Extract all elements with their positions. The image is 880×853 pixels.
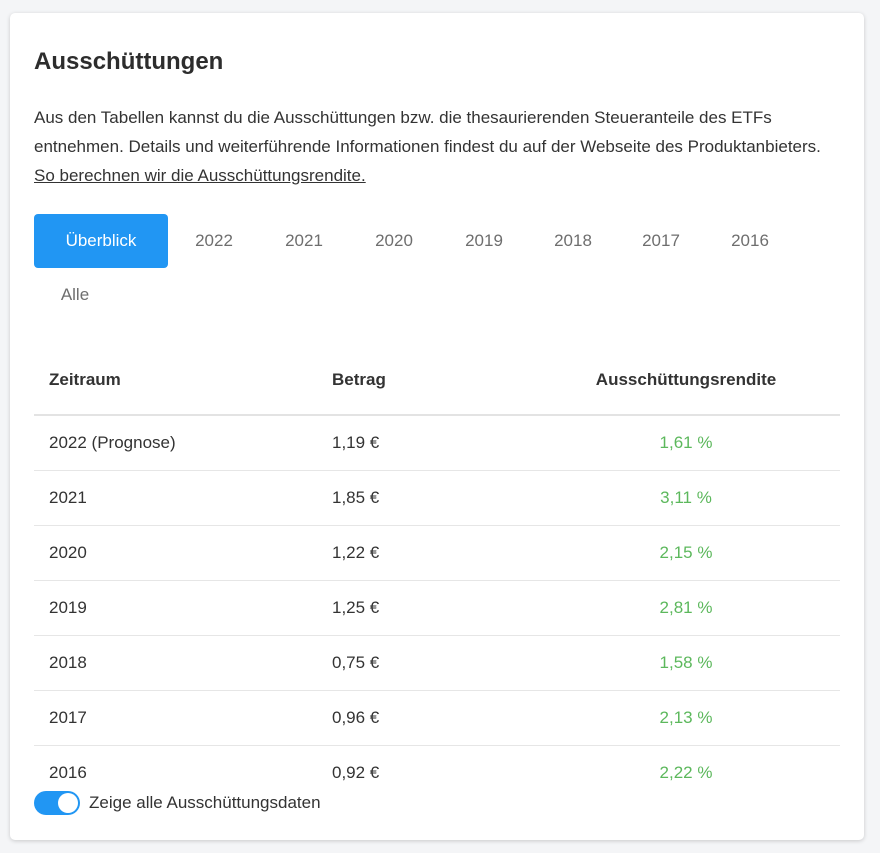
period-cell: 2022 (Prognose) — [34, 415, 332, 471]
show-all-toggle-row: Zeige alle Ausschüttungsdaten — [34, 790, 321, 816]
period-cell: 2019 — [34, 580, 332, 636]
tab-2018[interactable]: 2018 — [554, 231, 592, 250]
tab-overview[interactable]: Überblick — [34, 214, 168, 268]
yield-calculation-link[interactable]: So berechnen wir die Ausschüttungsrendit… — [34, 166, 366, 185]
column-header-period: Zeitraum — [34, 346, 332, 416]
yield-cell: 2,22 % — [659, 763, 713, 782]
table-row: 2021 1,85 € 3,11 % — [34, 470, 840, 526]
table-row: 2018 0,75 € 1,58 % — [34, 635, 840, 691]
table-row: 2022 (Prognose) 1,19 € 1,61 % — [34, 415, 840, 471]
tab-all[interactable]: Alle — [60, 285, 90, 304]
section-title: Ausschüttungen — [34, 48, 224, 75]
amount-cell: 1,19 € — [332, 415, 532, 471]
distributions-card: Ausschüttungen Aus den Tabellen kannst d… — [10, 13, 864, 840]
table-row: 2020 1,22 € 2,15 % — [34, 525, 840, 581]
column-header-amount: Betrag — [332, 346, 532, 416]
toggle-knob — [58, 793, 78, 813]
period-cell: 2016 — [49, 763, 87, 782]
tab-2021[interactable]: 2021 — [285, 231, 323, 250]
yield-cell: 3,11 % — [532, 470, 840, 526]
table-row: 2017 0,96 € 2,13 % — [34, 690, 840, 746]
period-cell: 2021 — [34, 470, 332, 526]
tab-2019[interactable]: 2019 — [465, 231, 503, 250]
period-cell: 2018 — [34, 635, 332, 691]
amount-cell: 0,75 € — [332, 635, 532, 691]
table-row: 2016 0,92 € 2,22 % — [34, 746, 840, 801]
show-all-toggle[interactable] — [34, 791, 80, 815]
tab-2016[interactable]: 2016 — [731, 231, 769, 250]
table-row: 2019 1,25 € 2,81 % — [34, 580, 840, 636]
amount-cell: 1,25 € — [332, 580, 532, 636]
period-cell: 2017 — [34, 690, 332, 746]
amount-cell: 0,96 € — [332, 690, 532, 746]
period-cell: 2020 — [34, 525, 332, 581]
description-text: Aus den Tabellen kannst du die Ausschütt… — [34, 108, 821, 156]
yield-cell: 2,81 % — [532, 580, 840, 636]
tab-2017[interactable]: 2017 — [642, 231, 680, 250]
amount-cell: 1,22 € — [332, 525, 532, 581]
yield-cell: 2,13 % — [532, 690, 840, 746]
yield-cell: 1,58 % — [532, 635, 840, 691]
table-header-row: Zeitraum Betrag Ausschüttungsrendite — [34, 346, 840, 416]
tab-2020[interactable]: 2020 — [375, 231, 413, 250]
toggle-label: Zeige alle Ausschüttungsdaten — [89, 793, 321, 812]
yield-cell: 2,15 % — [532, 525, 840, 581]
year-tabs: Überblick 2022 2021 2020 2019 2018 2017 … — [34, 214, 834, 322]
column-header-yield: Ausschüttungsrendite — [532, 346, 840, 416]
amount-cell: 1,85 € — [332, 470, 532, 526]
tab-2022[interactable]: 2022 — [195, 231, 233, 250]
description: Aus den Tabellen kannst du die Ausschütt… — [34, 103, 834, 190]
distributions-table: Zeitraum Betrag Ausschüttungsrendite 202… — [34, 346, 840, 800]
amount-cell: 0,92 € — [332, 763, 380, 782]
yield-cell: 1,61 % — [532, 415, 840, 471]
